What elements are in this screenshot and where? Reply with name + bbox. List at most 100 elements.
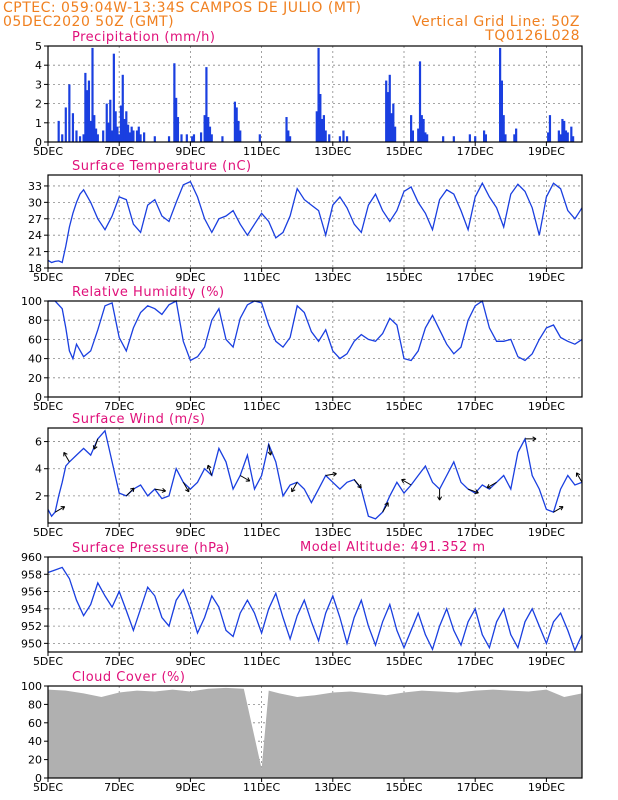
precipitation-bar (68, 84, 71, 142)
wind-arrow-head (93, 446, 98, 450)
precipitation-bar (504, 134, 507, 142)
precipitation-ytick-label: 5 (35, 40, 42, 53)
precipitation-bar (173, 63, 176, 142)
precipitation-bar (345, 136, 349, 142)
precipitation-bar (321, 118, 324, 142)
precipitation-bar (114, 111, 117, 142)
wind-arrow (182, 482, 190, 493)
pressure-xtick-label: 5DEC (33, 655, 63, 668)
humidity-ytick-label: 100 (21, 295, 42, 308)
cloud-frame (47, 685, 583, 779)
precipitation-bar (418, 61, 422, 142)
precipitation-bar (474, 136, 477, 142)
precipitation-bar (484, 134, 487, 142)
wind-xtick-label: 7DEC (104, 526, 134, 539)
pressure-xtick-label: 11DEC (243, 655, 280, 668)
precipitation-bar (127, 124, 130, 142)
wind-arrow-head (532, 436, 537, 440)
temperature-ytick-label: 21 (28, 246, 42, 259)
temperature-line (47, 180, 583, 264)
precipitation-ytick-label: 4 (35, 59, 42, 72)
precipitation-bar (468, 134, 471, 142)
precipitation-bar (107, 122, 110, 142)
cloud-xtick-label: 9DEC (175, 781, 205, 794)
cloud-ytick-label: 100 (21, 680, 42, 693)
pressure-ytick-label: 950 (21, 637, 42, 650)
precipitation-bar (547, 132, 550, 142)
wind-arrow (268, 444, 272, 456)
precipitation-bar (175, 97, 178, 142)
pressure-xtick-label: 13DEC (314, 655, 351, 668)
pressure-ytick-label: 952 (21, 620, 42, 633)
wind-arrow-head (384, 502, 389, 505)
precipitation-bar (411, 130, 414, 142)
wind-arrow-head (247, 477, 251, 482)
precipitation-bar (566, 132, 569, 142)
wind-arrow-head (162, 487, 166, 492)
precipitation-bar (89, 120, 92, 142)
wind-xtick-label: 9DEC (175, 526, 205, 539)
humidity-xtick-label: 7DEC (104, 400, 134, 413)
cloud-xtick-label: 19DEC (528, 781, 565, 794)
wind-arrow-head (333, 473, 337, 477)
humidity-xtick-label: 15DEC (385, 400, 422, 413)
wind-arrow (154, 488, 166, 492)
temperature-title: Surface Temperature (nC) (72, 159, 252, 174)
wind-arrow-head (206, 465, 209, 470)
precipitation-bar (483, 130, 486, 142)
humidity-ytick-label: 20 (28, 372, 42, 385)
precipitation-xtick-label: 13DEC (314, 145, 351, 158)
wind-arrow-head (560, 506, 564, 511)
wind-arrow-head (92, 445, 95, 450)
wind-ytick-label: 2 (35, 490, 42, 503)
precipitation-bar (84, 72, 87, 142)
precipitation-bar (118, 134, 121, 142)
wind-arrow-head (161, 490, 166, 493)
wind-arrow (207, 464, 213, 476)
pressure-ytick-label: 956 (21, 586, 42, 599)
precipitation-bar (137, 126, 140, 142)
precipitation-bar (112, 53, 115, 142)
pressure-xtick-label: 15DEC (385, 655, 422, 668)
precipitation-bar (563, 120, 566, 142)
precipitation-bar (82, 134, 85, 142)
precipitation-bar (422, 118, 425, 142)
precipitation-bar (153, 136, 156, 142)
precipitation-bar (109, 99, 112, 142)
wind-arrow (486, 481, 497, 489)
precipitation-bar (322, 115, 325, 142)
precipitation-bar (442, 136, 445, 142)
precipitation-bar (557, 130, 560, 142)
precipitation-bar (102, 130, 105, 142)
temperature-ytick-label: 33 (28, 180, 42, 193)
precipitation-bar (285, 117, 288, 142)
model-code: TQ0126L028 (484, 28, 580, 44)
precipitation-bar (116, 126, 119, 142)
wind-arrow-head (132, 487, 135, 493)
precipitation-bar (572, 136, 575, 142)
humidity-ytick-label: 80 (28, 314, 42, 327)
precipitation-bar (564, 130, 568, 142)
precipitation-bar (561, 118, 564, 142)
temperature-xtick-label: 11DEC (243, 271, 280, 284)
cloud-ytick-label: 0 (35, 772, 42, 785)
precipitation-bar (207, 117, 210, 142)
wind-arrow-head (267, 451, 272, 456)
humidity-xtick-label: 9DEC (175, 400, 205, 413)
temperature-xtick-label: 13DEC (314, 271, 351, 284)
cloud-title: Cloud Cover (%) (72, 670, 185, 685)
precipitation-ytick-label: 3 (35, 78, 42, 91)
precipitation-bar (94, 128, 98, 142)
precipitation-bar (199, 132, 203, 142)
precipitation-bar (125, 111, 128, 142)
precipitation-bar (235, 107, 238, 142)
precipitation-bar (559, 134, 562, 142)
wind-arrow-head (357, 486, 362, 489)
precipitation-bar (105, 103, 108, 142)
humidity-title: Relative Humidity (%) (72, 285, 225, 300)
wind-arrow-head (63, 451, 68, 455)
wind-arrow (291, 482, 298, 493)
precipitation-bar (502, 115, 505, 142)
wind-frame (47, 427, 583, 524)
